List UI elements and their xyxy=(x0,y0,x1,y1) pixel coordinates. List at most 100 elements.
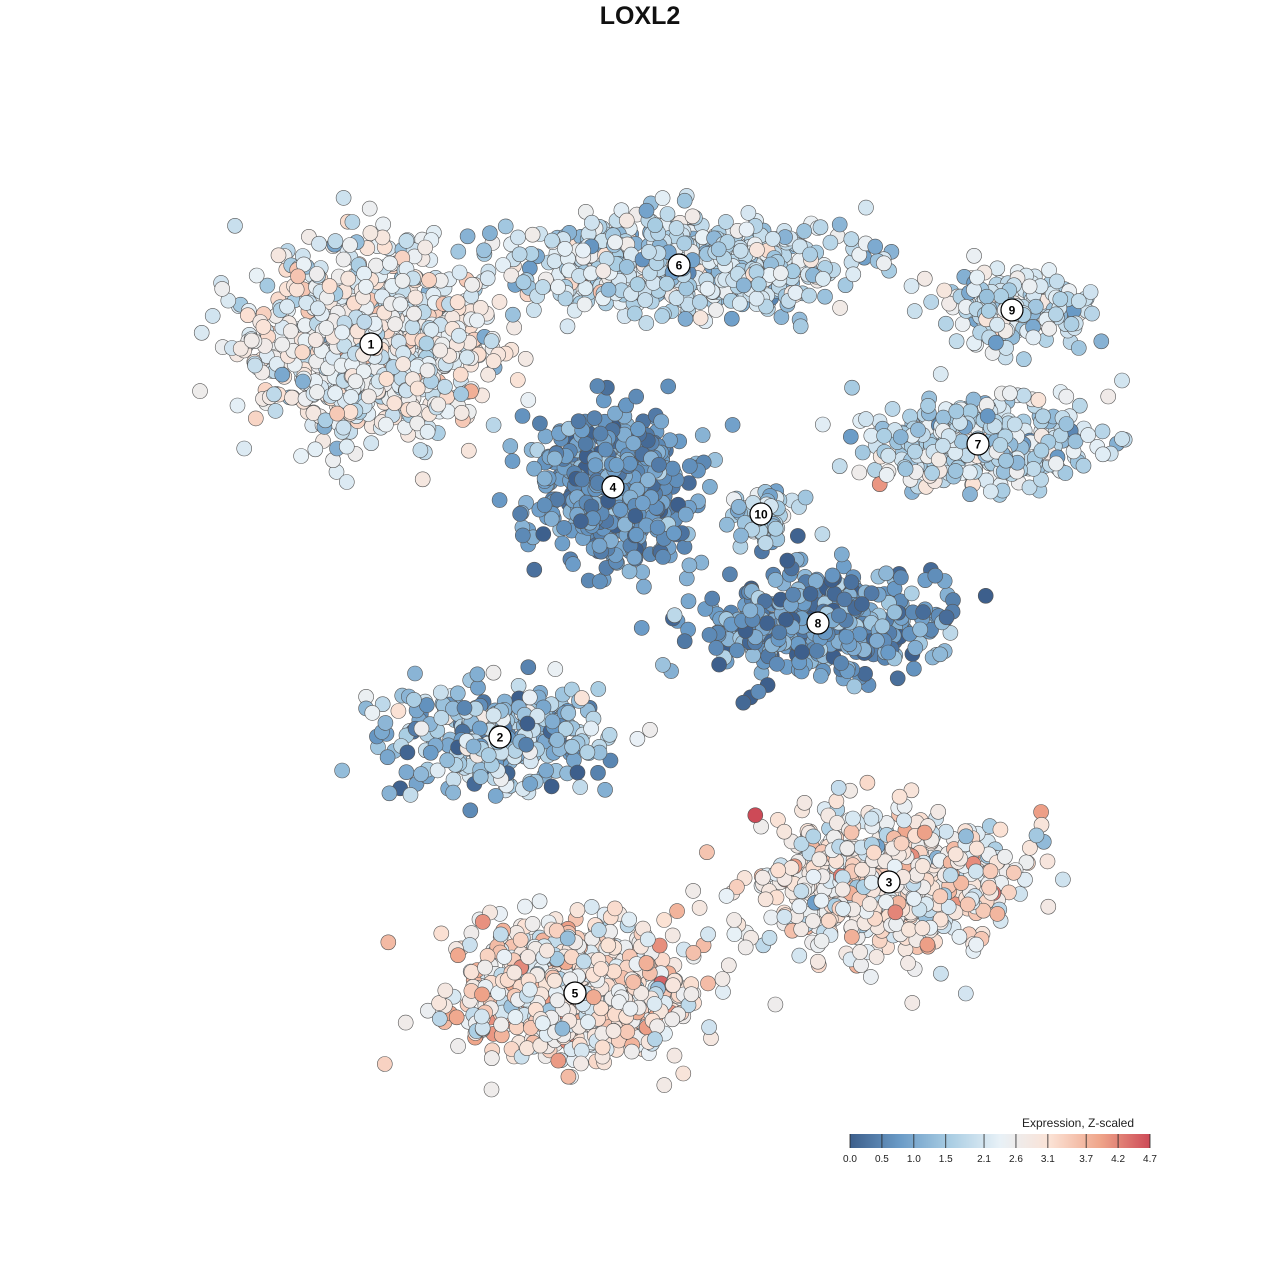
cell-point-cluster-1 xyxy=(491,294,508,310)
cell-point-cluster-4 xyxy=(677,506,694,523)
cell-point-cluster-6 xyxy=(510,229,526,246)
cell-point-cluster-6 xyxy=(647,217,663,233)
cell-point-cluster-2 xyxy=(379,749,396,766)
cell-point-cluster-1 xyxy=(307,332,324,348)
cell-point-cluster-3 xyxy=(761,929,778,946)
cell-point-cluster-1 xyxy=(259,277,276,294)
cell-point-cluster-4 xyxy=(565,556,581,572)
cell-point-cluster-4 xyxy=(655,549,671,565)
cell-point-cluster-3 xyxy=(805,828,822,845)
cell-point-cluster-3 xyxy=(862,969,879,985)
cell-point-cluster-3 xyxy=(933,965,949,982)
cell-point-cluster-3 xyxy=(813,892,830,909)
cell-point-cluster-7 xyxy=(876,428,892,444)
cell-point-cluster-7 xyxy=(1033,442,1050,459)
cell-point-cluster-7 xyxy=(897,461,914,477)
cell-point-cluster-8 xyxy=(745,647,761,664)
cell-point-cluster-8 xyxy=(759,615,776,631)
cell-point-cluster-6 xyxy=(802,246,818,263)
cell-point-cluster-8 xyxy=(927,567,944,584)
cell-point-cluster-8 xyxy=(711,656,727,673)
cell-point-cluster-6 xyxy=(678,280,695,297)
cell-point-cluster-7 xyxy=(1048,455,1064,472)
cell-point-cluster-3 xyxy=(810,953,826,970)
cell-point-cluster-8 xyxy=(915,604,931,620)
cell-point-cluster-5 xyxy=(625,974,642,990)
cell-point-cluster-3 xyxy=(951,928,968,945)
cell-point-cluster-2 xyxy=(544,713,561,730)
cell-point-cluster-1 xyxy=(229,397,246,414)
cell-point-cluster-4 xyxy=(702,478,718,495)
cell-point-cluster-3 xyxy=(699,844,715,861)
cell-point-cluster-1 xyxy=(432,342,449,359)
cell-point-cluster-8 xyxy=(831,607,847,624)
cell-point-cluster-6 xyxy=(731,295,748,312)
cell-point-cluster-5 xyxy=(463,964,480,980)
cell-point-cluster-9 xyxy=(966,248,982,264)
cell-point-cluster-7 xyxy=(907,443,923,460)
cell-point-cluster-1 xyxy=(360,388,377,405)
cell-point-cluster-6 xyxy=(503,267,520,284)
cell-point-cluster-6 xyxy=(534,279,551,295)
cell-point-cluster-1 xyxy=(404,319,421,336)
cell-point-cluster-4 xyxy=(649,519,666,536)
cell-point-cluster-6 xyxy=(595,263,612,279)
cell-point-cluster-6 xyxy=(676,235,693,252)
cell-point-cluster-5 xyxy=(580,1014,596,1031)
cell-point-cluster-8 xyxy=(785,586,801,603)
cell-point-cluster-6 xyxy=(618,212,635,229)
cell-point-cluster-1 xyxy=(356,313,373,330)
cell-point-cluster-6 xyxy=(668,220,685,236)
cell-point-cluster-4 xyxy=(491,492,508,508)
cell-point-cluster-6 xyxy=(876,255,892,272)
cell-point-cluster-5 xyxy=(647,1031,663,1047)
cell-point-cluster-1 xyxy=(340,270,357,287)
cell-point-cluster-6 xyxy=(583,214,600,231)
cell-point-cluster-10 xyxy=(757,535,774,551)
cell-point-cluster-2 xyxy=(522,776,538,792)
cell-point-cluster-7 xyxy=(992,437,1009,453)
cell-point-cluster-1 xyxy=(485,353,502,369)
cell-point-cluster-5 xyxy=(420,1002,436,1019)
cell-point-cluster-1 xyxy=(192,383,208,399)
cell-point-cluster-5 xyxy=(376,1056,393,1072)
cell-point-cluster-6 xyxy=(459,228,476,245)
cell-point-cluster-1 xyxy=(464,276,480,293)
cell-point-cluster-2 xyxy=(485,707,502,724)
cell-point-cluster-5 xyxy=(623,1043,640,1060)
cell-point-cluster-1 xyxy=(483,333,500,349)
cell-point-cluster-3 xyxy=(958,828,974,845)
cell-point-cluster-1 xyxy=(363,435,380,452)
cell-point-cluster-6 xyxy=(812,219,829,235)
cell-point-cluster-5 xyxy=(531,893,548,910)
cell-point-cluster-6 xyxy=(479,270,496,287)
cell-point-cluster-7 xyxy=(844,379,860,396)
cell-point-cluster-2 xyxy=(374,696,391,713)
cell-point-cluster-7 xyxy=(1006,416,1023,433)
cell-point-cluster-7 xyxy=(1025,461,1042,477)
cell-point-cluster-1 xyxy=(451,327,467,344)
cell-point-cluster-3 xyxy=(863,810,880,827)
cell-point-cluster-3 xyxy=(791,898,808,915)
cell-point-cluster-9 xyxy=(989,316,1006,333)
cell-point-cluster-3 xyxy=(796,794,813,811)
cell-point-cluster-2 xyxy=(470,679,486,696)
cell-point-cluster-7 xyxy=(884,401,901,417)
cell-point-cluster-6 xyxy=(641,244,657,260)
cell-point-cluster-5 xyxy=(666,1047,683,1064)
cell-point-cluster-3 xyxy=(932,888,949,905)
cell-point-cluster-1 xyxy=(290,268,306,285)
cell-point-cluster-9 xyxy=(1021,278,1038,295)
cell-point-cluster-7 xyxy=(1114,431,1130,447)
cell-point-cluster-5 xyxy=(767,996,784,1013)
cell-point-cluster-3 xyxy=(982,863,999,880)
cell-point-cluster-1 xyxy=(321,278,338,294)
cell-point-cluster-4 xyxy=(526,460,542,477)
cell-point-cluster-5 xyxy=(492,926,509,943)
cell-point-cluster-3 xyxy=(754,869,771,886)
cell-point-cluster-6 xyxy=(495,257,511,273)
cell-point-cluster-1 xyxy=(526,302,542,318)
cell-point-cluster-5 xyxy=(714,971,731,987)
cell-point-cluster-9 xyxy=(903,278,920,294)
cell-point-cluster-7 xyxy=(854,444,871,461)
